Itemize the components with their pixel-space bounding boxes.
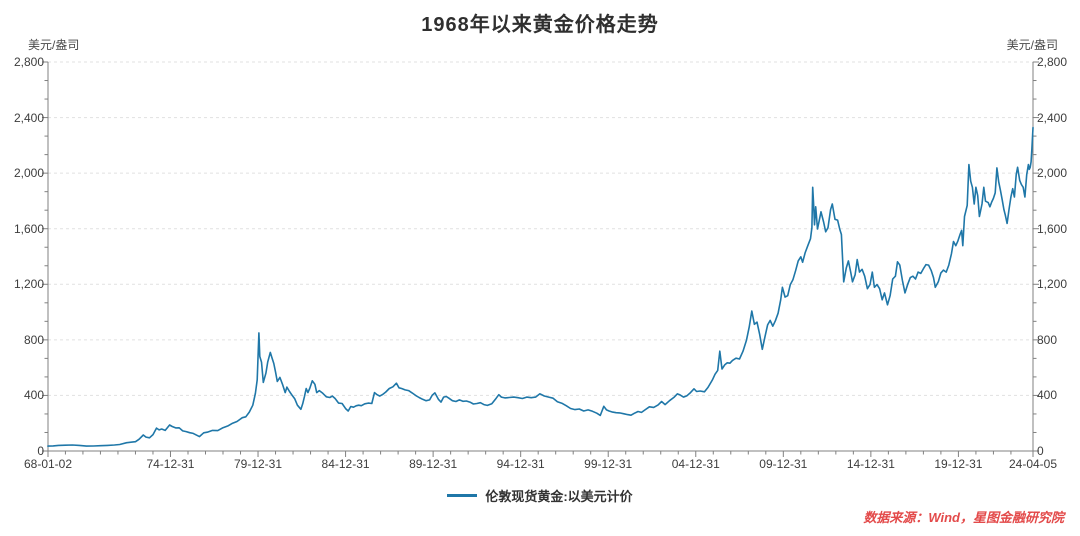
x-axis-tick-label: 94-12-31 bbox=[496, 457, 545, 471]
x-axis-tick-label: 24-04-05 bbox=[1008, 457, 1058, 471]
x-axis-tick-label: 09-12-31 bbox=[759, 457, 808, 471]
x-axis-tick-label: 68-01-02 bbox=[23, 457, 73, 471]
y-axis-unit-right: 美元/盎司 bbox=[1006, 38, 1058, 52]
y-axis-tick-label: 2,800 bbox=[1037, 55, 1068, 69]
x-axis-tick-label: 79-12-31 bbox=[233, 457, 283, 471]
y-axis-tick-label: 1,200 bbox=[1037, 277, 1068, 292]
y-axis-tick-label: 1,200 bbox=[13, 277, 44, 292]
x-axis-tick-label: 19-12-31 bbox=[934, 457, 983, 471]
x-axis-tick-label: 99-12-31 bbox=[584, 457, 633, 471]
y-axis-tick-label: 400 bbox=[1037, 388, 1058, 403]
chart-title: 1968年以来黄金价格走势 bbox=[421, 14, 659, 36]
y-axis-tick-label: 400 bbox=[23, 388, 44, 403]
y-axis-tick-label: 0 bbox=[37, 444, 44, 458]
y-axis-tick-label: 1,600 bbox=[13, 221, 44, 236]
price-line bbox=[47, 126, 1034, 447]
y-axis-tick-label: 800 bbox=[23, 332, 44, 347]
legend-label: 伦敦现货黄金:以美元计价 bbox=[485, 489, 633, 504]
legend-line-swatch bbox=[447, 494, 478, 497]
x-axis-tick-label: 74-12-31 bbox=[146, 457, 195, 471]
y-axis-tick-label: 2,400 bbox=[13, 110, 44, 125]
x-axis-tick-label: 89-12-31 bbox=[409, 457, 458, 471]
y-axis-tick-label: 2,000 bbox=[13, 166, 44, 181]
x-axis-tick-label: 84-12-31 bbox=[321, 457, 370, 471]
x-axis-tick-label: 04-12-31 bbox=[671, 457, 720, 471]
x-axis-tick-label: 14-12-31 bbox=[846, 457, 895, 471]
y-axis-tick-label: 1,600 bbox=[1037, 221, 1068, 236]
legend: 伦敦现货黄金:以美元计价 bbox=[0, 486, 1080, 505]
y-axis-tick-label: 2,000 bbox=[1037, 166, 1068, 181]
y-axis-tick-label: 800 bbox=[1037, 332, 1058, 347]
source-note: 数据来源：Wind，星图金融研究院 bbox=[863, 510, 1064, 525]
y-axis-unit-left: 美元/盎司 bbox=[28, 38, 80, 52]
y-axis-tick-label: 2,400 bbox=[1037, 110, 1068, 125]
y-axis-tick-label: 0 bbox=[1037, 444, 1044, 458]
y-axis-tick-label: 2,800 bbox=[13, 55, 44, 69]
